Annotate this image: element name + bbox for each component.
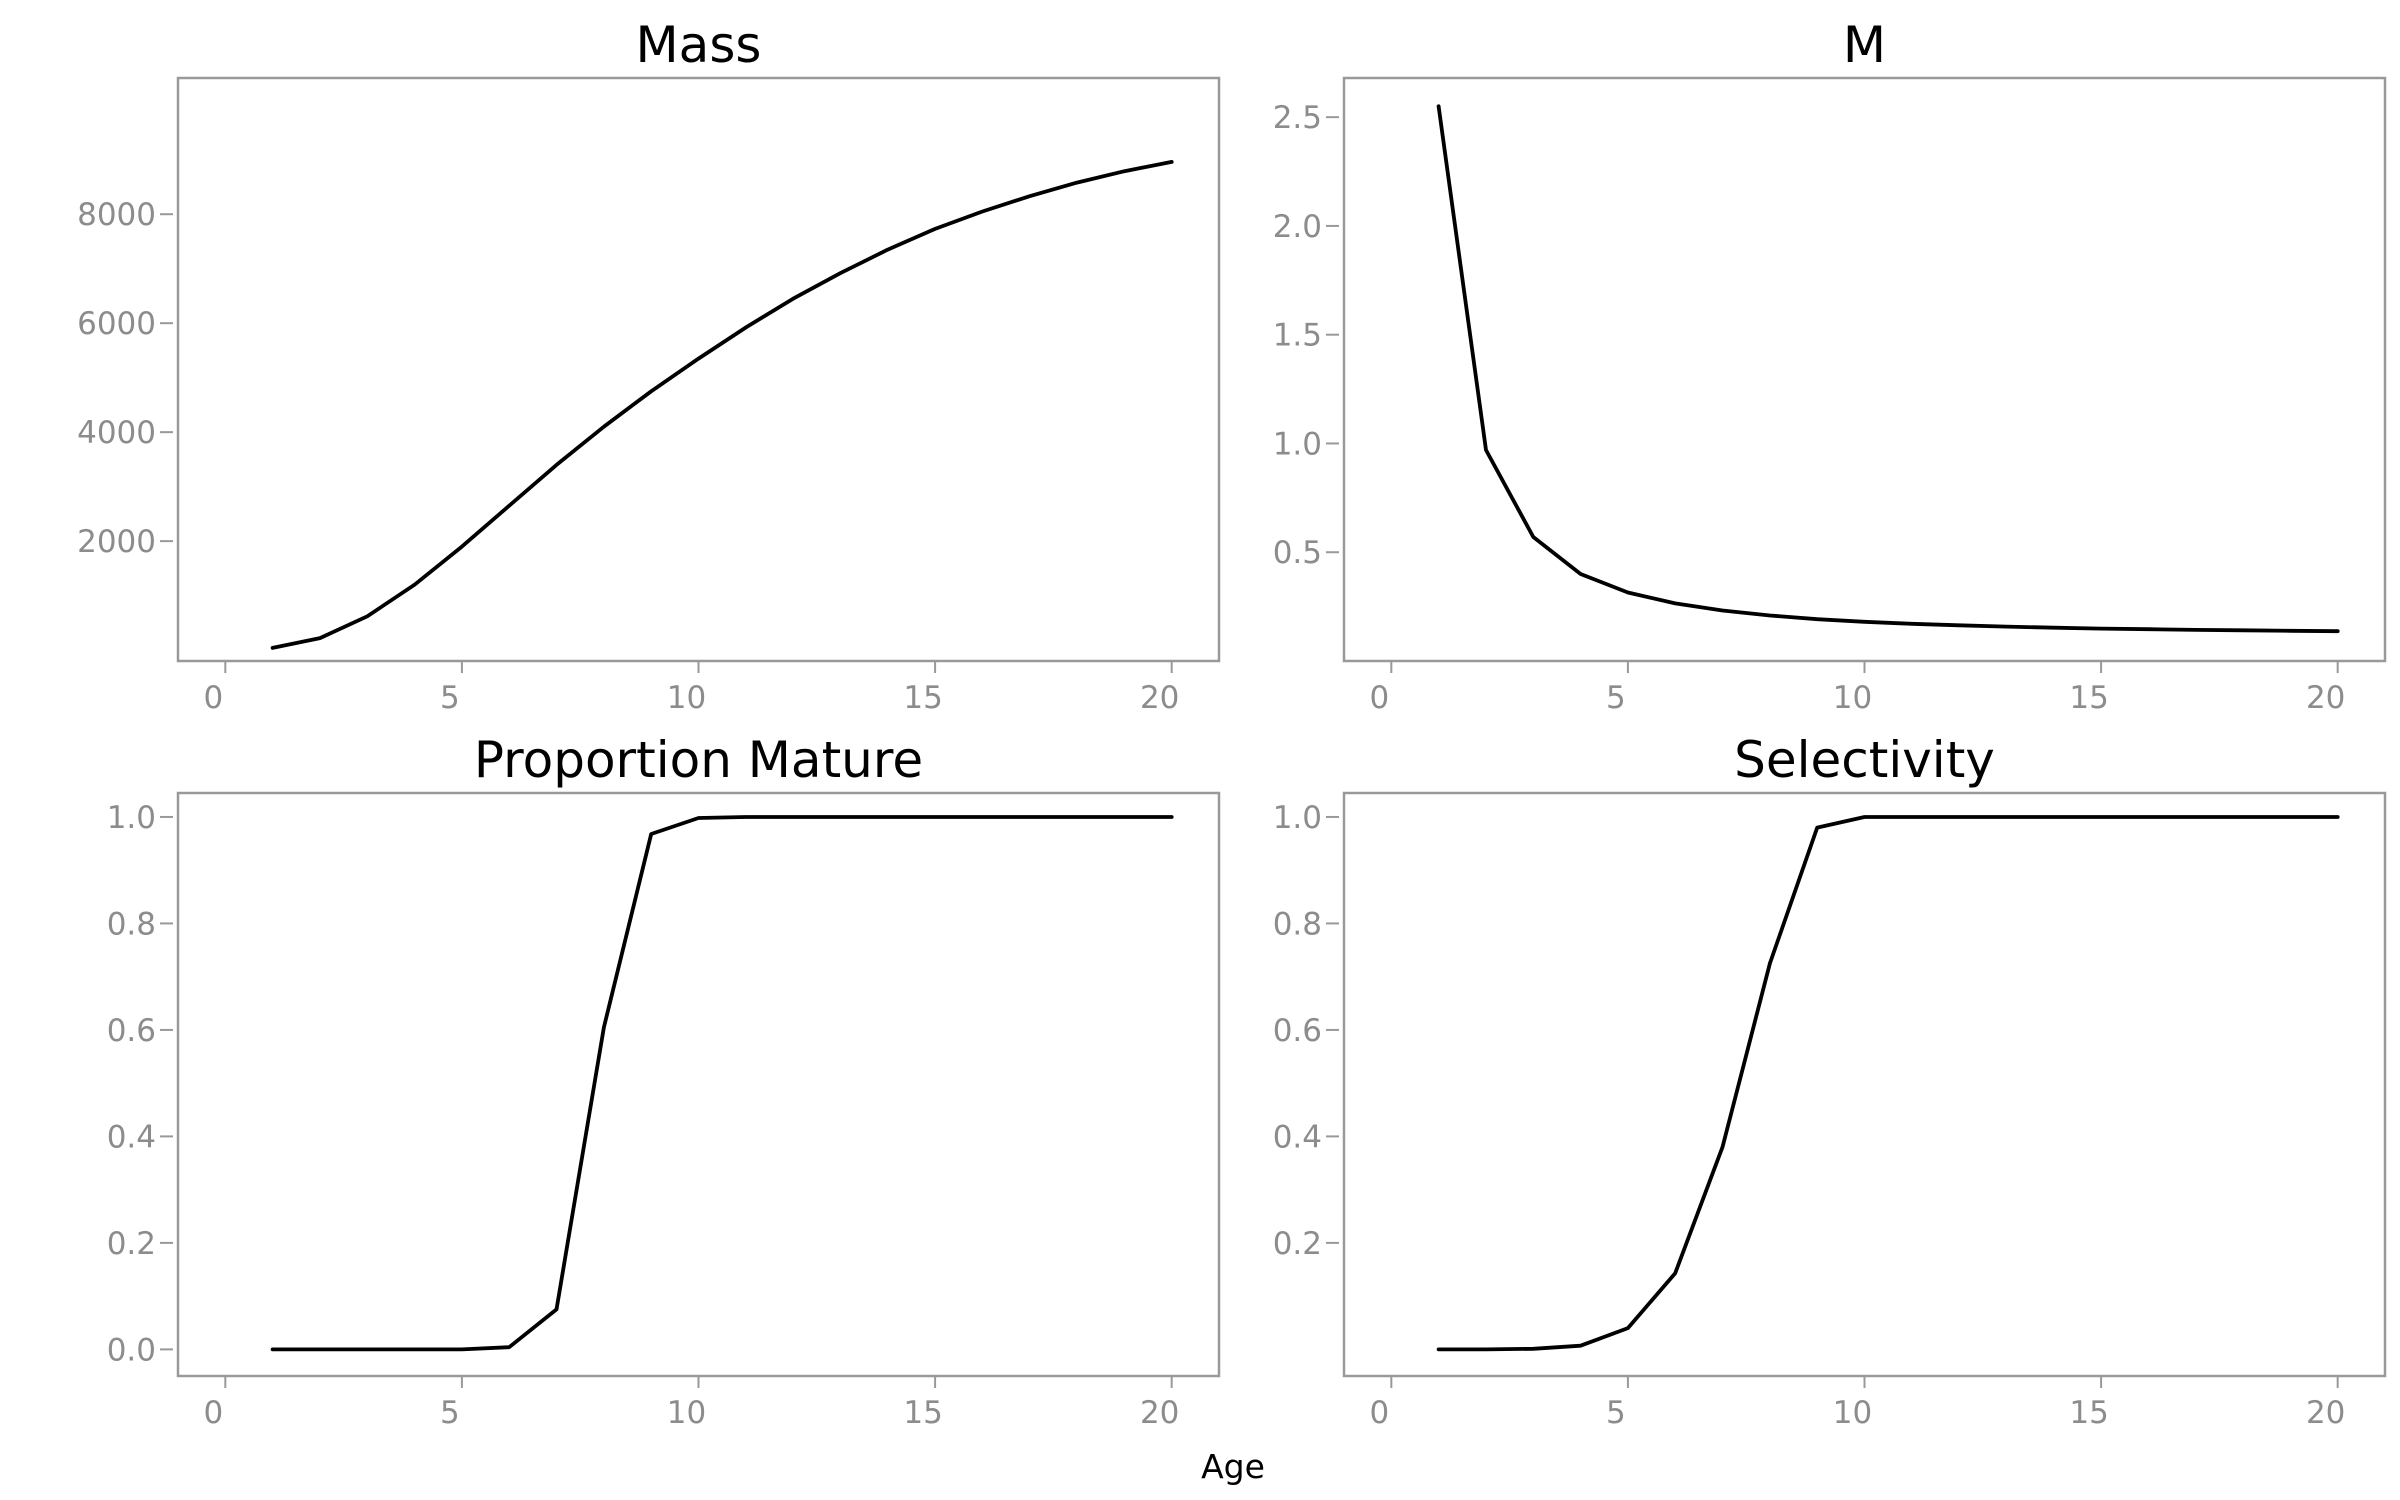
proportion-mature-x-tick-label: 10 <box>667 1395 706 1431</box>
proportion-mature-y-tick-label: 0.2 <box>107 1226 156 1262</box>
m-title: M <box>1843 16 1886 74</box>
m-y-tick-label: 1.5 <box>1273 318 1322 354</box>
m-x-tick-label: 0 <box>1369 680 1389 716</box>
mass-y-tick-label: 6000 <box>77 306 156 342</box>
m-plot-frame <box>1342 76 2387 663</box>
mass-y-tick-label: 2000 <box>77 524 156 560</box>
mass-x-tick-label: 5 <box>440 680 460 716</box>
selectivity-series-line <box>1436 815 2340 1352</box>
proportion-mature-y-tick-label: 0.0 <box>107 1332 156 1368</box>
proportion-mature-x-tick-label: 15 <box>903 1395 942 1431</box>
selectivity-y-tick-label: 1.0 <box>1273 800 1322 836</box>
selectivity-y-tick-label: 0.8 <box>1273 906 1322 942</box>
proportion-mature-x-tick-label: 20 <box>1140 1395 1179 1431</box>
m-y-tick-label: 2.0 <box>1273 209 1322 245</box>
mass-x-tick-label: 10 <box>667 680 706 716</box>
mass-x-tick-label: 15 <box>903 680 942 716</box>
proportion-mature-plot-frame <box>176 791 1221 1378</box>
mass-x-tick-label: 20 <box>1140 680 1179 716</box>
proportion-mature-y-tick-label: 0.6 <box>107 1013 156 1049</box>
m-x-tick-label: 10 <box>1833 680 1872 716</box>
selectivity-x-tick-label: 0 <box>1369 1395 1389 1431</box>
selectivity-y-tick-label: 0.4 <box>1273 1119 1322 1155</box>
mass-plot-frame <box>176 76 1221 663</box>
selectivity-x-tick-label: 15 <box>2069 1395 2108 1431</box>
m-series-line <box>1436 104 2340 634</box>
m-y-tick-label: 1.0 <box>1273 426 1322 462</box>
proportion-mature-x-tick-label: 5 <box>440 1395 460 1431</box>
mass-title: Mass <box>636 16 762 74</box>
proportion-mature-series-line <box>270 815 1174 1352</box>
mass-y-tick-label: 8000 <box>77 197 156 233</box>
selectivity-plot-frame <box>1342 791 2387 1378</box>
selectivity-panel: Selectivity 0 5 10 15 20 0.2 0.4 0.6 0.8 1.0 <box>1273 731 2387 1431</box>
mass-x-tick-label: 0 <box>203 680 223 716</box>
m-x-tick-label: 5 <box>1606 680 1626 716</box>
selectivity-x-tick-label: 20 <box>2306 1395 2345 1431</box>
proportion-mature-panel: Proportion Mature 0 5 10 15 20 0.0 0.2 0.4 0.6 0.8… <box>107 731 1221 1431</box>
m-y-tick-label: 0.5 <box>1273 535 1322 571</box>
selectivity-x-tick-label: 5 <box>1606 1395 1626 1431</box>
m-y-tick-label: 2.5 <box>1273 100 1322 136</box>
m-x-tick-label: 15 <box>2069 680 2108 716</box>
selectivity-y-tick-label: 0.6 <box>1273 1013 1322 1049</box>
selectivity-title: Selectivity <box>1734 731 1995 789</box>
selectivity-x-tick-label: 10 <box>1833 1395 1872 1431</box>
mass-y-tick-label: 4000 <box>77 415 156 451</box>
proportion-mature-title: Proportion Mature <box>474 731 923 789</box>
proportion-mature-x-tick-label: 0 <box>203 1395 223 1431</box>
proportion-mature-y-tick-label: 0.8 <box>107 906 156 942</box>
mass-series-line <box>270 159 1174 650</box>
m-x-tick-label: 20 <box>2306 680 2345 716</box>
mass-panel: Mass 0 5 10 15 20 2000 4000 6000 8000 <box>77 16 1221 716</box>
figure-x-axis-label: Age <box>1201 1447 1265 1486</box>
proportion-mature-y-tick-label: 1.0 <box>107 800 156 836</box>
m-panel: M 0 5 10 15 20 0.5 1.0 1.5 2.0 2.5 <box>1273 16 2387 716</box>
proportion-mature-y-tick-label: 0.4 <box>107 1119 156 1155</box>
selectivity-y-tick-label: 0.2 <box>1273 1226 1322 1262</box>
